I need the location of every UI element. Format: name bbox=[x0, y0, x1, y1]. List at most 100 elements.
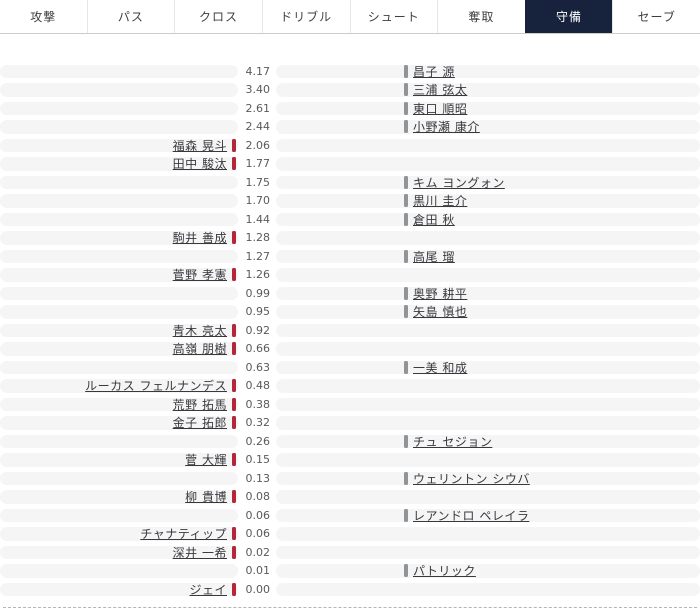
player-link[interactable]: 駒井 善成 bbox=[172, 231, 227, 246]
tab-dribble[interactable]: ドリブル bbox=[261, 0, 350, 33]
tab-attack[interactable]: 攻撃 bbox=[30, 10, 57, 24]
away-team-marker bbox=[404, 64, 408, 78]
row-track-right bbox=[276, 416, 700, 430]
row-track-left bbox=[0, 582, 238, 596]
right-team-zone: 東口 順昭 bbox=[276, 99, 700, 118]
row-track-left bbox=[0, 508, 238, 522]
away-team-marker bbox=[404, 175, 408, 189]
away-team-marker bbox=[404, 508, 408, 522]
player-link[interactable]: パトリック bbox=[413, 564, 476, 579]
stat-value: 2.61 bbox=[245, 101, 271, 115]
left-team-zone: 深井 一希 bbox=[0, 543, 238, 562]
chart-row: 0.95 矢島 慎也 bbox=[0, 303, 700, 322]
player-link[interactable]: ルーカス フェルナンデス bbox=[85, 379, 227, 394]
right-team-zone bbox=[276, 488, 700, 507]
row-track-right bbox=[276, 323, 700, 337]
right-team-zone: 矢島 慎也 bbox=[276, 303, 700, 322]
player-link[interactable]: 一美 和成 bbox=[413, 360, 468, 375]
stat-value: 0.32 bbox=[245, 416, 271, 430]
stat-value: 2.06 bbox=[245, 138, 271, 152]
stat-value: 0.66 bbox=[245, 342, 271, 356]
chart-row: 柳 貴博 0.08 bbox=[0, 488, 700, 507]
left-team-zone: 駒井 善成 bbox=[0, 229, 238, 248]
stat-value: 0.01 bbox=[245, 564, 271, 578]
row-track-left bbox=[0, 305, 238, 319]
player-link[interactable]: 菅 大輝 bbox=[185, 453, 227, 468]
player-link[interactable]: 高嶺 朋樹 bbox=[172, 342, 227, 357]
left-team-zone bbox=[0, 247, 238, 266]
row-track-right bbox=[276, 83, 700, 97]
chart-row: 1.27 高尾 瑠 bbox=[0, 247, 700, 266]
row-track-right bbox=[276, 175, 700, 189]
home-team-marker bbox=[232, 379, 236, 393]
player-link[interactable]: キム ヨングォン bbox=[413, 175, 505, 190]
player-link[interactable]: 荒野 拓馬 bbox=[172, 397, 227, 412]
player-link[interactable]: 金子 拓郎 bbox=[172, 416, 227, 431]
left-team-zone: ルーカス フェルナンデス bbox=[0, 377, 238, 396]
right-team-zone bbox=[276, 451, 700, 470]
player-link[interactable]: チャナティップ bbox=[140, 527, 227, 542]
player-link[interactable]: 小野瀬 康介 bbox=[413, 120, 480, 135]
stat-value: 0.06 bbox=[245, 527, 271, 541]
stat-value: 0.15 bbox=[245, 453, 271, 467]
row-track-left bbox=[0, 545, 238, 559]
stat-value: 0.00 bbox=[245, 582, 271, 596]
player-link[interactable]: 奥野 耕平 bbox=[413, 286, 468, 301]
row-track-right bbox=[276, 508, 700, 522]
stat-value: 1.75 bbox=[245, 175, 271, 189]
tab-shoot[interactable]: シュート bbox=[349, 0, 438, 33]
dashed-divider bbox=[3, 606, 697, 608]
right-team-zone bbox=[276, 543, 700, 562]
left-team-zone: 高嶺 朋樹 bbox=[0, 340, 238, 359]
player-link[interactable]: ウェリントン シウバ bbox=[413, 471, 530, 486]
right-team-zone: 一美 和成 bbox=[276, 358, 700, 377]
away-team-marker bbox=[404, 360, 408, 374]
chart-row: 福森 晃斗 2.06 bbox=[0, 136, 700, 155]
player-link[interactable]: 矢島 慎也 bbox=[413, 305, 468, 320]
left-team-zone: ジェイ bbox=[0, 580, 238, 599]
stat-value: 0.99 bbox=[245, 286, 271, 300]
tab-defense[interactable]: 守備 bbox=[524, 0, 613, 33]
player-link[interactable]: 菅野 孝憲 bbox=[172, 268, 227, 283]
player-link[interactable]: 東口 順昭 bbox=[413, 101, 468, 116]
row-track-left bbox=[0, 379, 238, 393]
tab-pass[interactable]: パス bbox=[86, 0, 175, 33]
home-team-marker bbox=[232, 231, 236, 245]
player-link[interactable]: 高尾 瑠 bbox=[413, 249, 455, 264]
player-link[interactable]: 深井 一希 bbox=[172, 545, 227, 560]
row-track-left bbox=[0, 101, 238, 115]
home-team-marker bbox=[232, 490, 236, 504]
home-team-marker bbox=[232, 545, 236, 559]
left-team-zone bbox=[0, 210, 238, 229]
stat-value: 0.38 bbox=[245, 397, 271, 411]
home-team-marker bbox=[232, 157, 236, 171]
row-track-left bbox=[0, 564, 238, 578]
player-link[interactable]: 黒川 圭介 bbox=[413, 194, 468, 209]
player-link[interactable]: ジェイ bbox=[189, 582, 227, 597]
player-link[interactable]: 倉田 秋 bbox=[413, 212, 455, 227]
row-track-left bbox=[0, 231, 238, 245]
home-team-marker bbox=[232, 397, 236, 411]
player-link[interactable]: 青木 亮太 bbox=[172, 323, 227, 338]
tab-steal[interactable]: 奪取 bbox=[437, 0, 525, 33]
player-link[interactable]: チュ セジョン bbox=[413, 434, 493, 449]
right-team-zone bbox=[276, 229, 700, 248]
tab-cross[interactable]: クロス bbox=[174, 0, 262, 33]
player-link[interactable]: 昌子 源 bbox=[413, 64, 455, 79]
player-link[interactable]: 柳 貴博 bbox=[185, 490, 227, 505]
right-team-zone: 高尾 瑠 bbox=[276, 247, 700, 266]
chart-row: 菅野 孝憲 1.26 bbox=[0, 266, 700, 285]
left-team-zone: 福森 晃斗 bbox=[0, 136, 238, 155]
left-team-zone: 青木 亮太 bbox=[0, 321, 238, 340]
tab-save[interactable]: セーブ bbox=[612, 0, 700, 33]
left-team-zone bbox=[0, 506, 238, 525]
right-team-zone bbox=[276, 340, 700, 359]
stat-value: 0.26 bbox=[245, 434, 271, 448]
chart-row: 菅 大輝 0.15 bbox=[0, 451, 700, 470]
player-link[interactable]: 三浦 弦太 bbox=[413, 83, 468, 98]
player-link[interactable]: 田中 駿汰 bbox=[172, 157, 227, 172]
player-link[interactable]: レアンドロ ペレイラ bbox=[413, 508, 530, 523]
left-team-zone: 田中 駿汰 bbox=[0, 155, 238, 174]
player-link[interactable]: 福森 晃斗 bbox=[172, 138, 227, 153]
row-track-right bbox=[276, 434, 700, 448]
